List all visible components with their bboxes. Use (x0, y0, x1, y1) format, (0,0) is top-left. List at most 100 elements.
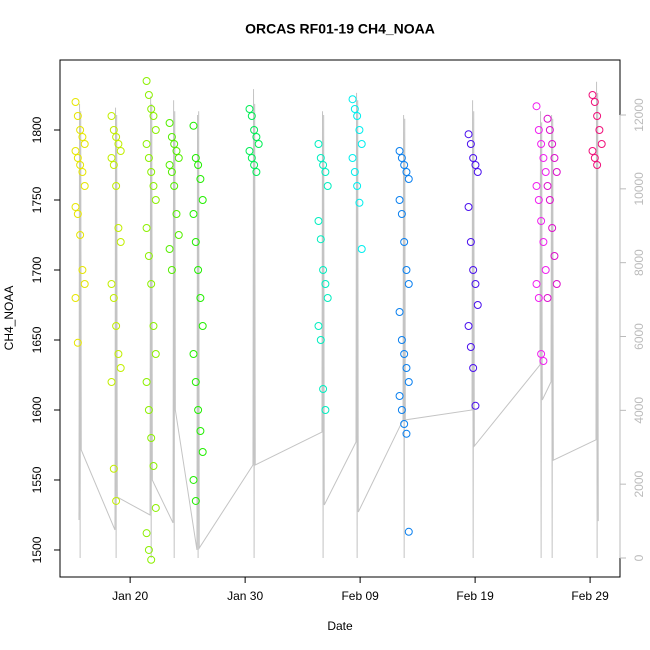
point (532, 279, 541, 288)
point (107, 111, 116, 120)
y2-tick-label: 4000 (632, 397, 646, 424)
point (112, 496, 121, 505)
y2-tick-label: 12000 (632, 98, 646, 132)
point (151, 503, 160, 512)
point (534, 293, 543, 302)
point (170, 139, 179, 148)
point (71, 146, 80, 155)
y2-tick-label: 6000 (632, 323, 646, 350)
point (167, 265, 176, 274)
point (350, 104, 359, 113)
point (355, 198, 364, 207)
point (191, 377, 200, 386)
point (114, 139, 123, 148)
point (254, 139, 263, 148)
point (73, 338, 82, 347)
point (350, 167, 359, 176)
point (534, 125, 543, 134)
point (172, 209, 181, 218)
point (109, 125, 118, 134)
point (198, 321, 207, 330)
point (245, 146, 254, 155)
point (552, 279, 561, 288)
point (395, 391, 404, 400)
point (397, 153, 406, 162)
point (80, 139, 89, 148)
point (151, 125, 160, 134)
point (597, 139, 606, 148)
point (147, 104, 156, 113)
y2-tick-label: 8000 (632, 249, 646, 276)
point (464, 130, 473, 139)
y-tick-label: 1650 (30, 326, 44, 353)
point (321, 167, 330, 176)
point (196, 174, 205, 183)
point (191, 237, 200, 246)
x-tick-label: Feb 29 (571, 589, 609, 603)
y-tick-label: 1500 (30, 536, 44, 563)
point (114, 223, 123, 232)
point (348, 95, 357, 104)
point (537, 139, 546, 148)
y-axis-label: CH4_NOAA (2, 286, 16, 351)
point (107, 279, 116, 288)
point (402, 363, 411, 372)
point (539, 356, 548, 365)
point (590, 153, 599, 162)
point (167, 167, 176, 176)
point (400, 160, 409, 169)
point (149, 181, 158, 190)
point (357, 244, 366, 253)
point (165, 160, 174, 169)
point (116, 237, 125, 246)
point (142, 223, 151, 232)
y2-tick-label: 0 (632, 554, 646, 561)
point (252, 167, 261, 176)
point (194, 265, 203, 274)
point (151, 349, 160, 358)
point (353, 181, 362, 190)
point (116, 363, 125, 372)
point (196, 426, 205, 435)
point (147, 279, 156, 288)
point (402, 429, 411, 438)
point (73, 111, 82, 120)
point (316, 153, 325, 162)
y2-tick-label: 10000 (632, 172, 646, 206)
point (73, 209, 82, 218)
point (541, 265, 550, 274)
point (109, 160, 118, 169)
point (149, 111, 158, 120)
point (400, 419, 409, 428)
point (78, 167, 87, 176)
point (543, 181, 552, 190)
point (109, 293, 118, 302)
point (588, 146, 597, 155)
point (593, 160, 602, 169)
point (395, 195, 404, 204)
point (319, 160, 328, 169)
point (78, 265, 87, 274)
point (316, 335, 325, 344)
point (593, 111, 602, 120)
point (165, 118, 174, 127)
point (348, 153, 357, 162)
point (149, 461, 158, 470)
point (191, 153, 200, 162)
point (543, 293, 552, 302)
point (319, 265, 328, 274)
point (247, 153, 256, 162)
point (471, 160, 480, 169)
point (189, 349, 198, 358)
point (189, 121, 198, 130)
point (112, 181, 121, 190)
point (537, 349, 546, 358)
point (466, 342, 475, 351)
point (250, 160, 259, 169)
point (550, 251, 559, 260)
point (189, 209, 198, 218)
point (323, 181, 332, 190)
point (116, 146, 125, 155)
point (404, 279, 413, 288)
